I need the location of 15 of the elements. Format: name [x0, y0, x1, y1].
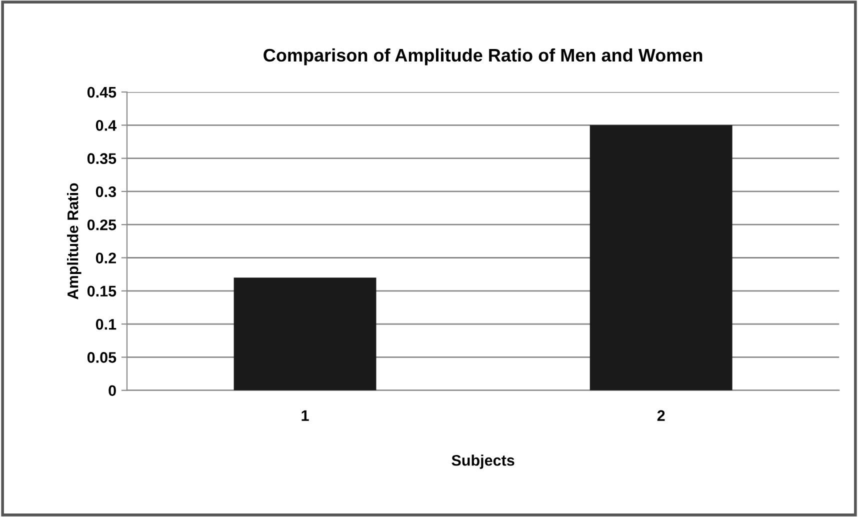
y-tick-label: 0.1: [96, 318, 116, 330]
y-tick-label: 0.3: [96, 186, 116, 198]
x-tick-label: 1: [302, 410, 309, 421]
y-tick-label: 0.4: [96, 120, 116, 131]
y-tick-label: 0.05: [87, 352, 116, 363]
y-tick-label: 0.35: [87, 153, 116, 164]
chart-title: Comparison of Amplitude Ratio of Men and Women: [264, 48, 702, 66]
x-axis-title: Subjects: [452, 454, 514, 469]
y-tick-label: 0: [108, 385, 116, 396]
y-tick-label: 0.25: [87, 219, 116, 230]
y-tick-label: 0.2: [96, 252, 116, 264]
y-axis-title: Amplitude Ratio: [67, 183, 82, 300]
x-tick-label: 2: [657, 410, 665, 421]
y-tick-label: 0.45: [87, 86, 116, 98]
y-tick-label: 0.15: [87, 286, 116, 297]
